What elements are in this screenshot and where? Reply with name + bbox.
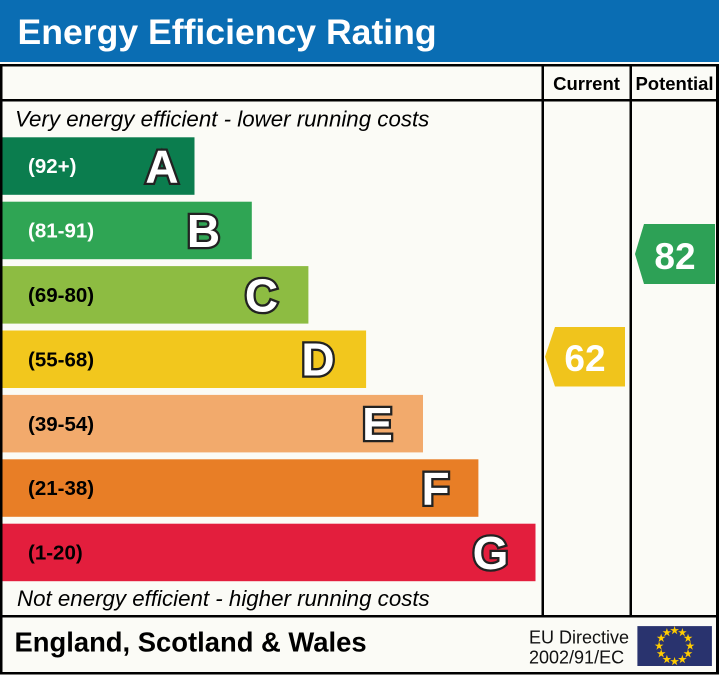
svg-text:Energy Efficiency Rating: Energy Efficiency Rating: [18, 12, 437, 52]
svg-text:A: A: [145, 141, 178, 193]
svg-text:Potential: Potential: [635, 73, 713, 94]
svg-text:Very energy efficient - lower: Very energy efficient - lower running co…: [15, 107, 429, 132]
svg-text:EU Directive: EU Directive: [529, 628, 629, 648]
svg-text:C: C: [245, 269, 278, 321]
svg-text:G: G: [473, 527, 509, 579]
svg-text:England, Scotland & Wales: England, Scotland & Wales: [15, 627, 367, 658]
svg-text:E: E: [362, 398, 393, 450]
svg-text:F: F: [421, 463, 449, 515]
svg-text:(55-68): (55-68): [28, 348, 94, 371]
svg-text:82: 82: [654, 236, 695, 277]
svg-text:62: 62: [564, 338, 605, 379]
svg-text:(39-54): (39-54): [28, 413, 94, 436]
svg-text:B: B: [187, 205, 220, 257]
svg-text:(81-91): (81-91): [28, 220, 94, 243]
svg-text:(1-20): (1-20): [28, 542, 83, 565]
svg-text:(21-38): (21-38): [28, 477, 94, 500]
svg-text:(69-80): (69-80): [28, 284, 94, 307]
svg-text:Current: Current: [553, 73, 620, 94]
svg-text:Not energy efficient - higher: Not energy efficient - higher running co…: [17, 586, 430, 611]
svg-text:D: D: [301, 334, 334, 386]
svg-text:(92+): (92+): [28, 155, 76, 178]
svg-text:2002/91/EC: 2002/91/EC: [529, 648, 624, 668]
